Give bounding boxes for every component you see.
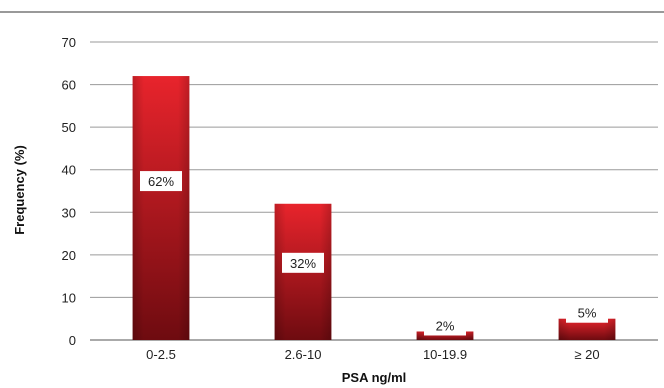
y-tick-label: 50 (62, 120, 76, 135)
data-label: 2% (436, 318, 455, 333)
data-label: 32% (290, 256, 316, 271)
bar-shade (558, 318, 616, 340)
y-tick-label: 60 (62, 78, 76, 93)
bars (132, 76, 616, 341)
data-label-box (566, 302, 608, 323)
y-axis-title: Frequency (%) (12, 145, 27, 235)
data-label-box (140, 171, 182, 192)
y-tick-label: 0 (69, 333, 76, 348)
x-axis-title: PSA ng/ml (342, 370, 407, 385)
data-label-box (424, 315, 466, 336)
x-tick-label: 2.6-10 (285, 347, 322, 362)
data-label: 5% (578, 306, 597, 321)
y-tick-label: 30 (62, 205, 76, 220)
y-tick-label: 10 (62, 290, 76, 305)
x-tick-label: 10-19.9 (423, 347, 467, 362)
y-axis-ticks: 0 10 20 30 40 50 60 70 (62, 35, 76, 348)
data-label: 62% (148, 174, 174, 189)
data-labels: 62% 32% 2% 5% (140, 171, 608, 336)
bar-shade (132, 76, 190, 341)
x-tick-label: ≥ 20 (574, 347, 599, 362)
data-label-box (282, 252, 324, 273)
x-tick-label: 0-2.5 (146, 347, 176, 362)
y-tick-label: 20 (62, 248, 76, 263)
x-axis-ticks: 0-2.5 2.6-10 10-19.9 ≥ 20 (146, 347, 599, 362)
y-tick-label: 70 (62, 35, 76, 50)
y-tick-label: 40 (62, 163, 76, 178)
bar-shade (416, 331, 474, 340)
